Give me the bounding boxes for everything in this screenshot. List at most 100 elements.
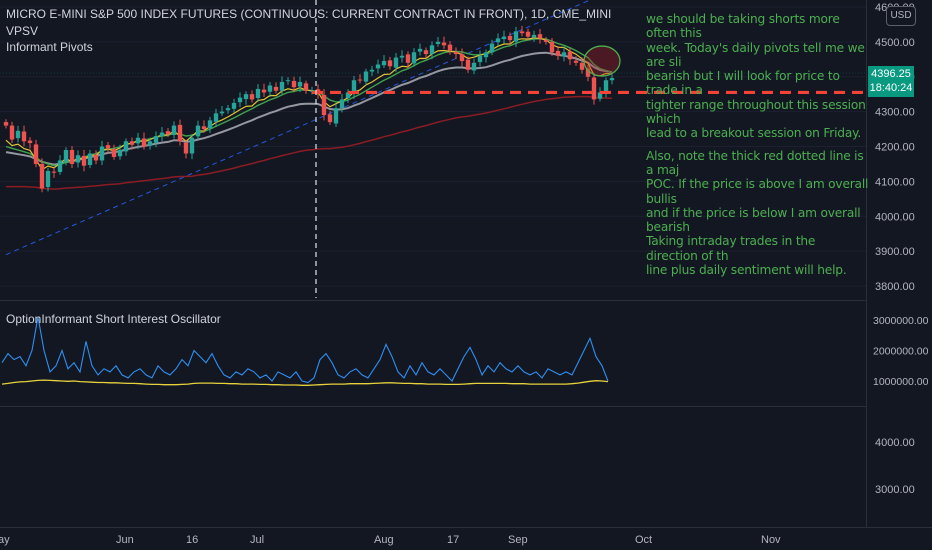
oscillator-tick-label: 1000000.00 xyxy=(873,376,929,388)
last-price-value: 4396.25 xyxy=(871,68,911,80)
candle-body xyxy=(51,171,57,173)
candle-body xyxy=(129,141,135,145)
candle-body xyxy=(597,92,603,99)
candle-body xyxy=(609,78,615,81)
annotation-note: we should be taking shorts more often th… xyxy=(646,12,870,285)
candle-body xyxy=(489,43,495,53)
candle-body xyxy=(9,125,15,140)
candle-body xyxy=(21,131,27,142)
candle-body xyxy=(189,137,195,154)
candle-body xyxy=(411,52,417,64)
candle-body xyxy=(15,130,21,139)
candle-body xyxy=(285,80,291,82)
chart-grid xyxy=(0,0,932,528)
candle-body xyxy=(477,55,483,63)
candle-body xyxy=(399,55,405,58)
oscillator-title[interactable]: OptionInformant Short Interest Oscillato… xyxy=(6,312,221,326)
candle-body xyxy=(375,64,381,69)
candle-body xyxy=(351,80,357,94)
candle-body xyxy=(231,102,237,109)
candle-body xyxy=(573,60,579,63)
candle-body xyxy=(195,125,201,137)
candle-body xyxy=(27,140,33,144)
candle-body xyxy=(45,170,51,187)
oscillator-pane xyxy=(1,316,609,386)
candle-body xyxy=(381,61,387,66)
time-tick-label: Jun xyxy=(116,534,134,546)
indicator-pivots-label[interactable]: Informant Pivots xyxy=(6,40,93,54)
candle-body xyxy=(39,163,45,189)
candle-body xyxy=(591,77,597,100)
candle-body xyxy=(321,94,327,116)
candle-body xyxy=(333,108,339,124)
indicator-vpsv-label[interactable]: VPSV xyxy=(6,24,39,38)
annotation-paragraph-2: Also, note the thick red dotted line is … xyxy=(646,148,869,278)
candle-body xyxy=(579,62,585,70)
candle-body xyxy=(363,71,369,82)
candle-body xyxy=(429,45,435,55)
candle-body xyxy=(357,79,363,81)
candle-body xyxy=(423,50,429,55)
candle-body xyxy=(273,86,279,91)
annotation-paragraph-1: we should be taking shorts more often th… xyxy=(646,12,866,141)
candle-body xyxy=(3,122,9,126)
candle-body xyxy=(117,150,123,157)
candle-body xyxy=(141,138,147,147)
bar-countdown: 18:40:24 xyxy=(869,82,913,94)
candle-body xyxy=(525,31,531,37)
candle-body xyxy=(483,52,489,58)
moving-averages xyxy=(5,37,613,190)
trend-line-layer xyxy=(5,0,592,256)
candle-body xyxy=(135,137,141,144)
candle-body xyxy=(75,155,81,163)
symbol-title: MICRO E-MINI S&P 500 INDEX FUTURES (CONT… xyxy=(6,7,612,21)
lower-pane-tick-label: 3000.00 xyxy=(875,484,915,496)
lower-pane-tick-label: 4000.00 xyxy=(875,437,915,449)
ema-50-line xyxy=(5,51,613,166)
candle-body xyxy=(405,54,411,63)
oscillator-tick-label: 3000000.00 xyxy=(873,315,929,327)
candle-body xyxy=(561,52,567,57)
candle-body xyxy=(63,150,69,162)
oscillator-average-line xyxy=(1,379,609,386)
price-tick-label: 4100.00 xyxy=(875,176,915,188)
candle-body xyxy=(603,80,609,94)
candle-body xyxy=(339,99,345,109)
candle-body xyxy=(291,80,297,88)
candle-body xyxy=(513,31,519,42)
time-tick-label: 17 xyxy=(447,534,459,546)
candle-body xyxy=(183,142,189,154)
price-axis[interactable]: 4600.004500.004400.004300.004200.004100.… xyxy=(873,2,929,496)
candle-body xyxy=(207,120,213,129)
candle-body xyxy=(453,51,459,55)
candle-body xyxy=(105,145,111,149)
candle-body xyxy=(435,41,441,44)
chart-overlays xyxy=(0,0,866,298)
price-tick-label: 3900.00 xyxy=(875,246,915,258)
candle-body xyxy=(165,131,171,135)
time-tick-label: Jul xyxy=(250,534,264,546)
candle-body xyxy=(327,114,333,123)
candle-body xyxy=(495,38,501,43)
candle-body xyxy=(147,141,153,146)
oscillator-line xyxy=(1,316,609,384)
time-axis[interactable]: ay Jun 16 Jul Aug 17 Sep Oct Nov xyxy=(0,534,781,546)
candle-body xyxy=(555,50,561,56)
candle-body xyxy=(549,41,555,53)
candle-body xyxy=(225,108,231,111)
candle-body xyxy=(387,60,393,67)
candle-body xyxy=(33,144,39,164)
ema-200-line xyxy=(6,95,613,190)
time-tick-label: Sep xyxy=(508,534,528,546)
candle-body xyxy=(537,34,543,39)
candle-body xyxy=(255,88,261,99)
candle-body xyxy=(99,146,105,161)
candle-body xyxy=(267,85,273,92)
candle-body xyxy=(87,153,93,165)
currency-badge[interactable]: USD xyxy=(886,6,916,26)
candle-body xyxy=(543,39,549,42)
candle-body xyxy=(447,44,453,51)
candle-body xyxy=(219,111,225,114)
candle-body xyxy=(69,150,75,164)
